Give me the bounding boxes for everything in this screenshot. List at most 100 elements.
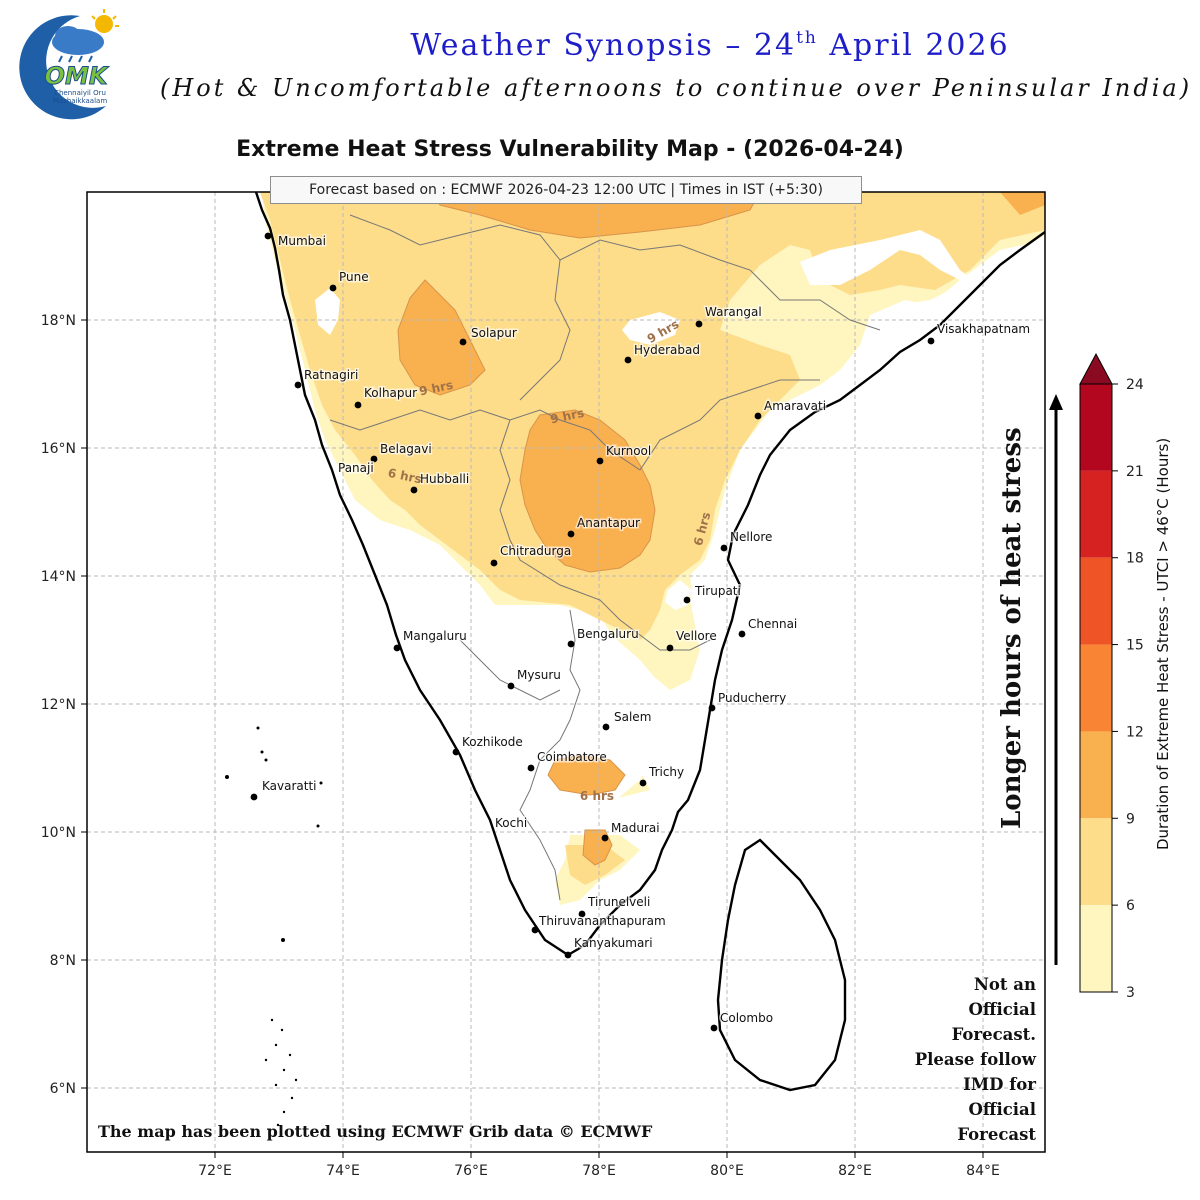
colorbar-tick-label: 9: [1126, 811, 1135, 827]
disclaimer-line: Official: [968, 1000, 1036, 1019]
city-label: Colombo: [720, 1011, 773, 1025]
disclaimer-line: Not an: [973, 975, 1036, 994]
city-marker: [527, 764, 535, 772]
city-marker: [507, 682, 515, 690]
lon-tick-label: 72°E: [198, 1163, 232, 1179]
city-label: Nellore: [730, 530, 772, 544]
heat-stress-arrow-label: Longer hours of heat stress: [997, 427, 1027, 829]
colorbar-extend-triangle: [1079, 352, 1113, 385]
city-marker: [264, 232, 272, 240]
city-label: Kochi: [495, 816, 527, 830]
city-marker: [720, 544, 728, 552]
city-marker: [596, 457, 604, 465]
colorbar-frame: [1079, 383, 1113, 993]
city-marker: [354, 401, 362, 409]
disclaimer-line: Forecast.: [951, 1025, 1036, 1044]
lat-tick-label: 18°N: [41, 313, 76, 329]
city-label: Kanyakumari: [574, 936, 653, 950]
city-label: Amaravati: [764, 399, 826, 413]
coastline: [254, 192, 1045, 1092]
city-marker: [639, 779, 647, 787]
contour-label: 9 hrs: [549, 406, 585, 427]
lon-tick-label: 76°E: [454, 1163, 488, 1179]
lon-tick-label: 74°E: [326, 1163, 360, 1179]
contour-label: 9 hrs: [418, 378, 454, 399]
city-label: Tirupati: [694, 584, 741, 598]
city-label: Chennai: [748, 617, 797, 631]
state-boundaries: [329, 214, 881, 901]
logo-subtitle-1: Chennaiyil Oru: [54, 89, 106, 97]
city-label: Kurnool: [606, 444, 651, 458]
city-marker: [564, 951, 572, 959]
colorbar-segment: [1080, 384, 1112, 471]
city-marker: [754, 412, 762, 420]
lat-tick-label: 6°N: [50, 1081, 76, 1097]
islands: [225, 726, 323, 1127]
city-marker: [410, 486, 418, 494]
city-marker: [459, 338, 467, 346]
zone-below-3-hours: [87, 230, 1045, 1152]
omk-logo: OMK Chennaiyil Oru Mazhaikkaalam: [19, 9, 119, 120]
city-label: Bengaluru: [577, 627, 639, 641]
contour-label: 6 hrs: [580, 789, 614, 803]
colorbar-segment: [1080, 470, 1112, 558]
city-label: Kolhapur: [364, 386, 417, 400]
city-marker: [710, 1024, 718, 1032]
city-markers: Mumbai Pune Solapur Warangal Visakhapatnam Hy…: [250, 232, 1032, 1032]
lat-tick-label: 14°N: [41, 569, 76, 585]
lon-tick-label: 84°E: [966, 1163, 1000, 1179]
city-marker: [708, 704, 716, 712]
lon-tick-label: 82°E: [838, 1163, 872, 1179]
colorbar-segment: [1080, 905, 1112, 992]
city-label: Madurai: [611, 821, 660, 835]
city-marker: [294, 381, 302, 389]
logo-subtitle-2: Mazhaikkaalam: [53, 97, 107, 105]
disclaimer-line: Please follow: [914, 1050, 1036, 1069]
city-marker: [578, 910, 586, 918]
city-label: Mumbai: [278, 234, 326, 248]
city-label: Anantapur: [577, 516, 640, 530]
city-label: Salem: [614, 710, 651, 724]
page-title: Weather Synopsis – 24th April 2026: [330, 28, 1090, 63]
city-label: Tirunelveli: [587, 895, 650, 909]
city-label: Panaji: [338, 461, 374, 475]
disclaimer-line: IMD for: [963, 1075, 1036, 1094]
city-marker: [452, 748, 460, 756]
city-marker: [329, 284, 337, 292]
colorbar-tick-label: 12: [1126, 724, 1144, 740]
city-label: Mysuru: [517, 668, 561, 682]
city-label: Mangaluru: [403, 629, 467, 643]
city-marker: [927, 337, 935, 345]
disclaimer-line: Official: [968, 1100, 1036, 1119]
city-marker: [370, 455, 378, 463]
forecast-note: Forecast based on : ECMWF 2026-04-23 12:…: [270, 176, 862, 204]
city-label: Solapur: [471, 326, 517, 340]
city-label: Trichy: [648, 765, 684, 779]
zone-9-12-hours: [397, 279, 656, 866]
zone-9-12-ne: [1000, 192, 1045, 215]
city-marker: [666, 644, 674, 652]
colorbar-tick-label: 6: [1126, 898, 1135, 914]
lat-tick-label: 12°N: [41, 697, 76, 713]
colorbar: 24 21 18 15 12 9 6 3: [1079, 352, 1144, 1001]
map-title: Extreme Heat Stress Vulnerability Map - …: [236, 137, 904, 162]
page-subtitle: (Hot & Uncomfortable afternoons to conti…: [160, 74, 1193, 102]
logo-text: OMK: [45, 62, 110, 90]
city-label: Hubballi: [420, 472, 469, 486]
title-end: April 2026: [817, 28, 1010, 63]
city-marker: [490, 559, 498, 567]
city-label: Kavaratti: [262, 779, 317, 793]
city-marker: [738, 630, 746, 638]
colorbar-tick-label: 15: [1126, 638, 1144, 654]
colorbar-label: Duration of Extreme Heat Stress - UTCI >…: [1154, 437, 1172, 850]
disclaimer-line: Forecast: [957, 1125, 1036, 1144]
city-label: Chitradurga: [500, 544, 571, 558]
colorbar-segment: [1080, 818, 1112, 906]
gridlines: [87, 192, 1045, 1152]
city-label: Thiruvananthapuram: [538, 914, 666, 928]
lon-tick-label: 78°E: [582, 1163, 616, 1179]
city-marker: [531, 926, 539, 934]
lat-tick-label: 8°N: [50, 953, 76, 969]
city-marker: [683, 596, 691, 604]
